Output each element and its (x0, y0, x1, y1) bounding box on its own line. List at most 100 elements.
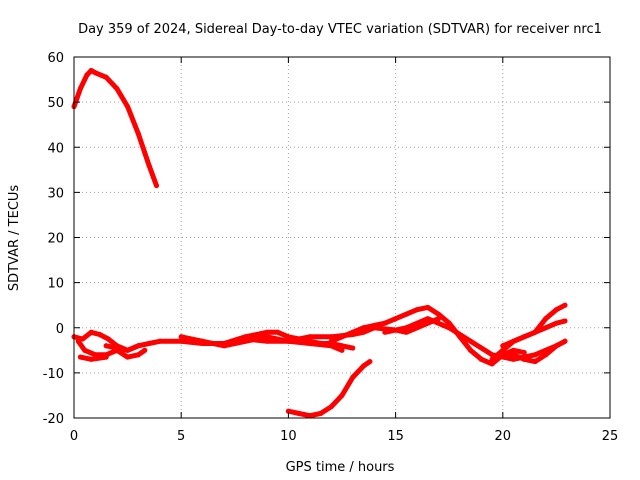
data-point (403, 329, 409, 335)
data-point (154, 183, 160, 189)
data-point (178, 338, 184, 344)
data-point (521, 350, 527, 356)
data-point (125, 104, 131, 110)
data-point (92, 70, 98, 76)
data-point (328, 404, 334, 410)
data-point (264, 334, 270, 340)
data-point (562, 338, 568, 344)
chart-title: Day 359 of 2024, Sidereal Day-to-day VTE… (78, 22, 602, 37)
grid (74, 57, 610, 418)
data-point (103, 354, 109, 360)
data-point (146, 341, 152, 347)
data-point (264, 329, 270, 335)
x-tick-label: 10 (280, 429, 297, 444)
data-point (82, 347, 88, 353)
data-point (77, 354, 83, 360)
data-point (543, 325, 549, 331)
data-point (318, 410, 324, 416)
data-point (435, 311, 441, 317)
data-point (562, 318, 568, 324)
data-point (367, 359, 373, 365)
x-tick-label: 20 (495, 429, 512, 444)
data-point (532, 359, 538, 365)
data-point (543, 316, 549, 322)
data-series (71, 68, 568, 419)
data-point (489, 361, 495, 367)
data-point (142, 347, 148, 353)
data-point (275, 329, 281, 335)
data-point (84, 72, 90, 78)
x-tick-label: 15 (387, 429, 404, 444)
data-point (382, 329, 388, 335)
data-point (468, 338, 474, 344)
data-point (468, 347, 474, 353)
data-point (285, 408, 291, 414)
data-point (414, 307, 420, 313)
data-point (425, 304, 431, 310)
data-point (285, 338, 291, 344)
x-axis-label: GPS time / hours (286, 460, 395, 475)
data-point (97, 332, 103, 338)
data-point (328, 338, 334, 344)
y-tick-label: 30 (47, 186, 64, 201)
data-point (393, 316, 399, 322)
y-tick-label: -20 (43, 412, 64, 427)
data-point (403, 311, 409, 317)
data-point (339, 343, 345, 349)
data-point (500, 352, 506, 358)
data-point (511, 338, 517, 344)
data-point (478, 356, 484, 362)
data-point (500, 347, 506, 353)
data-point (135, 352, 141, 358)
data-point (125, 354, 131, 360)
data-point (511, 352, 517, 358)
data-point (88, 329, 94, 335)
x-tick-label: 5 (177, 429, 185, 444)
data-point (135, 131, 141, 137)
x-tick-label: 0 (70, 429, 78, 444)
data-point (414, 325, 420, 331)
data-point (328, 334, 334, 340)
data-point (114, 86, 120, 92)
data-point (350, 374, 356, 380)
y-axis-label: SDTVAR / TECUs (7, 185, 22, 292)
data-point (425, 316, 431, 322)
data-point (157, 338, 163, 344)
data-point (221, 343, 227, 349)
data-point (382, 320, 388, 326)
y-tick-label: 60 (47, 51, 64, 66)
data-point (80, 336, 86, 342)
data-point (521, 356, 527, 362)
y-tick-label: 40 (47, 141, 64, 156)
data-point (285, 334, 291, 340)
data-point (446, 320, 452, 326)
data-point (88, 68, 94, 74)
data-point (296, 410, 302, 416)
data-point (146, 162, 152, 168)
y-tick-label: 20 (47, 232, 64, 247)
y-tick-label: 50 (47, 96, 64, 111)
data-point (425, 320, 431, 326)
data-point (75, 338, 81, 344)
x-tick-label: 25 (602, 429, 619, 444)
data-point (360, 325, 366, 331)
data-point (553, 343, 559, 349)
data-point (371, 322, 377, 328)
data-point (403, 325, 409, 331)
data-point (307, 338, 313, 344)
data-point (264, 338, 270, 344)
data-point (489, 356, 495, 362)
data-point (88, 356, 94, 362)
axis-ticks: 0 5 10 15 20 25 -20 -10 0 10 20 30 40 50 60 (43, 51, 619, 444)
data-point (339, 392, 345, 398)
data-point (511, 356, 517, 362)
data-point (105, 336, 111, 342)
data-point (103, 74, 109, 80)
data-point (77, 86, 83, 92)
data-point (125, 347, 131, 353)
data-point (114, 345, 120, 351)
data-point (350, 345, 356, 351)
data-point (318, 341, 324, 347)
data-point (135, 343, 141, 349)
